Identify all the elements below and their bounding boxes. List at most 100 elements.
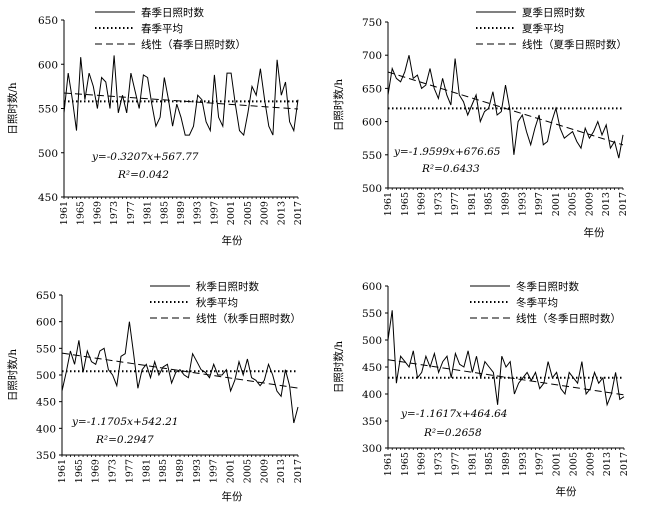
y-tick-label: 350: [36, 450, 56, 462]
y-tick-label: 550: [36, 343, 56, 355]
legend-label: 冬季日照时数: [516, 280, 579, 293]
x-tick-label: 1961: [383, 192, 394, 216]
y-tick-label: 500: [362, 183, 382, 195]
x-tick-label: 2009: [584, 192, 595, 216]
series-line: [387, 55, 624, 159]
y-tick-label: 450: [38, 192, 58, 204]
y-tick-label: 400: [362, 389, 382, 401]
y-tick-label: 450: [36, 397, 56, 409]
x-axis-title: 年份: [222, 234, 243, 247]
chart-autumn: 350 400 450 500 550 600 650 1961 1965 1969 1973 197…: [6, 280, 304, 503]
x-tick-label: 1965: [74, 459, 85, 483]
x-tick-label: 1977: [126, 201, 137, 225]
y-tick-label: 700: [362, 50, 382, 62]
x-tick-label: 1981: [143, 201, 154, 225]
x-tick-label: 1973: [109, 201, 120, 225]
x-tick-label: 1993: [193, 201, 204, 225]
legend-label: 冬季平均: [516, 296, 558, 309]
legend-label: 线性（秋季日照时数）: [196, 312, 301, 325]
x-tick-label: 2017: [619, 452, 630, 476]
legend-label: 秋季日照时数: [196, 280, 259, 293]
regression-equation: y=-0.3207x+567.77: [91, 151, 199, 163]
x-tick-label: 2009: [259, 459, 270, 483]
y-axis-title: 日照时数/h: [6, 82, 19, 135]
y-tick-label: 600: [362, 117, 382, 129]
x-tick-label: 1969: [92, 201, 103, 225]
x-tick-label: 1989: [501, 192, 512, 216]
x-tick-label: 2005: [243, 201, 254, 225]
y-tick-label: 500: [38, 148, 58, 160]
y-tick-label: 550: [362, 150, 382, 162]
x-tick-label: 1965: [76, 201, 87, 225]
r-squared-label: R²=0.042: [117, 169, 169, 181]
y-tick-label: 650: [38, 15, 58, 27]
x-tick-label: 2017: [293, 459, 304, 483]
x-axis-title: 年份: [556, 485, 577, 498]
y-tick-label: 350: [362, 416, 382, 428]
x-tick-label: 1997: [534, 192, 545, 216]
y-tick-label: 600: [36, 317, 56, 329]
regression-equation: y=-1.9599x+676.65: [393, 146, 501, 158]
chart-spring: 450 500 550 600 650 1961 1965 1969 1973 1977 1981 1…: [6, 6, 304, 247]
y-tick-label: 750: [362, 17, 382, 29]
chart-summer: 500 550 600 650 700 750 1961 1965 1969 1973 1977 19…: [332, 6, 629, 239]
x-tick-label: 1961: [59, 201, 70, 225]
trend-line: [387, 359, 625, 396]
series-line: [63, 55, 299, 137]
x-tick-label: 2013: [276, 459, 287, 483]
x-tick-label: 1977: [450, 452, 461, 476]
series-line: [61, 321, 299, 424]
x-tick-label: 1989: [176, 201, 187, 225]
x-tick-label: 1989: [501, 452, 512, 476]
x-tick-label: 1985: [484, 192, 495, 216]
y-tick-label: 600: [38, 59, 58, 71]
legend-label: 线性（冬季日照时数）: [516, 312, 621, 325]
x-tick-label: 1997: [535, 452, 546, 476]
x-axis-title: 年份: [584, 226, 605, 239]
y-tick-label: 300: [362, 443, 382, 455]
x-tick-label: 1973: [108, 459, 119, 483]
y-tick-label: 650: [362, 83, 382, 95]
regression-equation: y=-1.1705x+542.21: [71, 416, 178, 428]
legend-label: 线性（春季日照时数）: [141, 38, 246, 51]
x-tick-label: 1973: [433, 192, 444, 216]
x-tick-label: 1969: [417, 192, 428, 216]
regression-equation: y=-1.1617x+464.64: [400, 408, 507, 420]
y-axis-title: 日照时数/h: [332, 341, 345, 394]
x-tick-label: 1973: [434, 452, 445, 476]
trend-line: [387, 71, 624, 146]
x-tick-label: 1989: [175, 459, 186, 483]
y-tick-label: 500: [36, 370, 56, 382]
x-tick-label: 1993: [517, 192, 528, 216]
x-tick-label: 1965: [400, 452, 411, 476]
legend-label: 夏季平均: [522, 23, 564, 35]
x-tick-label: 2005: [568, 192, 579, 216]
legend-label: 春季平均: [141, 23, 183, 35]
y-tick-label: 650: [36, 290, 56, 302]
y-tick-label: 550: [362, 308, 382, 320]
x-tick-label: 1969: [417, 452, 428, 476]
r-squared-label: R²=0.6433: [421, 163, 480, 175]
x-tick-label: 2001: [226, 201, 237, 225]
x-axis-title: 年份: [222, 490, 243, 503]
r-squared-label: R²=0.2658: [423, 427, 482, 439]
x-tick-label: 2005: [242, 459, 253, 483]
x-tick-label: 1969: [91, 459, 102, 483]
x-tick-label: 2001: [226, 459, 237, 483]
x-tick-label: 1977: [450, 192, 461, 216]
legend-label: 秋季平均: [196, 296, 238, 309]
y-tick-label: 600: [362, 281, 382, 293]
series-line: [387, 310, 625, 407]
x-tick-label: 1997: [209, 201, 220, 225]
x-tick-label: 1977: [124, 459, 135, 483]
x-tick-label: 1997: [209, 459, 220, 483]
trend-line: [63, 92, 299, 110]
y-axis-title: 日照时数/h: [332, 79, 345, 132]
legend-label: 线性（夏季日照时数）: [522, 38, 627, 51]
x-tick-label: 1961: [383, 452, 394, 476]
x-tick-label: 2009: [260, 201, 271, 225]
x-tick-label: 2017: [618, 192, 629, 216]
x-tick-label: 1985: [484, 452, 495, 476]
y-tick-label: 550: [38, 104, 58, 116]
y-axis-title: 日照时数/h: [6, 349, 19, 402]
